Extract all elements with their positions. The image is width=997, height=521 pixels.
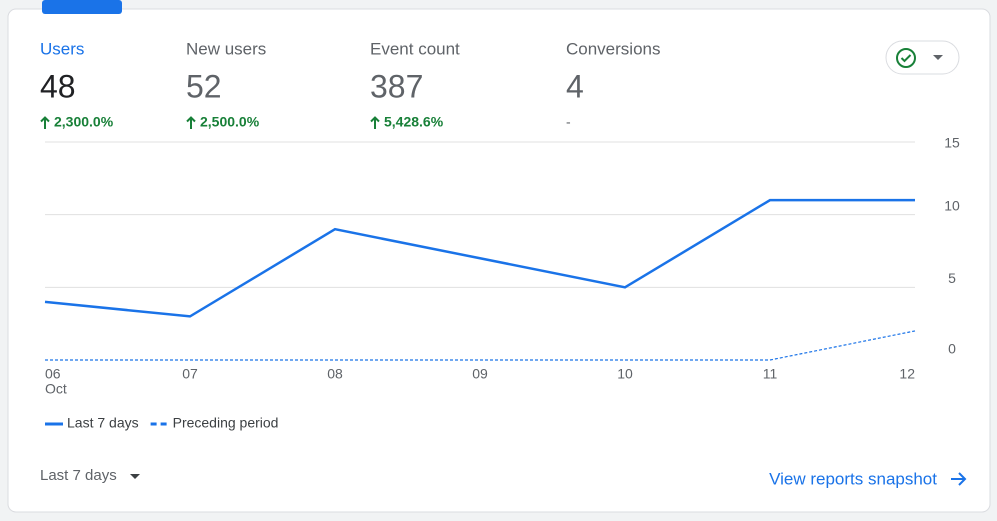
x-tick-label: 12 bbox=[899, 366, 915, 382]
up-arrow bbox=[186, 116, 196, 129]
y-tick-label: 0 bbox=[948, 341, 956, 357]
metric-change: 2,300.0% bbox=[54, 114, 114, 130]
report-link[interactable]: View reports snapshot bbox=[769, 469, 967, 488]
up-arrow bbox=[370, 116, 380, 129]
metric-label: Users bbox=[40, 39, 84, 58]
y-tick-label: 5 bbox=[948, 270, 956, 286]
compare-button[interactable] bbox=[885, 40, 960, 75]
y-tick-label: 10 bbox=[944, 197, 960, 213]
link-text[interactable]: View reports snapshot bbox=[769, 469, 937, 488]
check-mark bbox=[900, 54, 912, 63]
dropdown-arrow bbox=[933, 55, 943, 60]
metric-change: 2,500.0% bbox=[200, 114, 260, 130]
metric-value: 4 bbox=[566, 68, 584, 104]
x-tick-label: 07 bbox=[182, 366, 198, 382]
legend-label: Last 7 days bbox=[67, 415, 139, 431]
active-tab-indicator bbox=[42, 0, 122, 14]
x-month-label: Oct bbox=[45, 381, 67, 397]
range-selector[interactable]: Last 7 days bbox=[40, 467, 140, 484]
metric-value: 387 bbox=[370, 68, 423, 104]
x-tick-label: 11 bbox=[763, 366, 778, 382]
metric-label: Conversions bbox=[566, 39, 661, 58]
legend-label: Preceding period bbox=[173, 415, 279, 431]
metric-change: - bbox=[566, 114, 571, 130]
up-arrow bbox=[40, 116, 50, 129]
metric-value: 52 bbox=[186, 68, 222, 104]
x-tick-label: 10 bbox=[617, 366, 633, 382]
dropdown-arrow bbox=[130, 474, 140, 479]
series-line bbox=[44, 198, 915, 318]
legend-item: Preceding period bbox=[150, 415, 279, 431]
metric-value: 48 bbox=[40, 68, 76, 104]
arrow-icon bbox=[951, 472, 967, 486]
x-tick-label: 08 bbox=[327, 366, 343, 382]
x-tick-label: 09 bbox=[472, 366, 488, 382]
check-icon bbox=[896, 48, 916, 68]
card-bg bbox=[7, 8, 991, 513]
y-tick-label: 15 bbox=[944, 135, 960, 151]
metric-change: 5,428.6% bbox=[384, 114, 444, 130]
metric-label: New users bbox=[186, 39, 266, 58]
x-tick-label: 06 bbox=[45, 366, 61, 382]
range-label[interactable]: Last 7 days bbox=[40, 467, 117, 484]
legend-item: Last 7 days bbox=[45, 415, 139, 431]
series-line bbox=[45, 330, 916, 361]
metric-label: Event count bbox=[370, 39, 460, 58]
